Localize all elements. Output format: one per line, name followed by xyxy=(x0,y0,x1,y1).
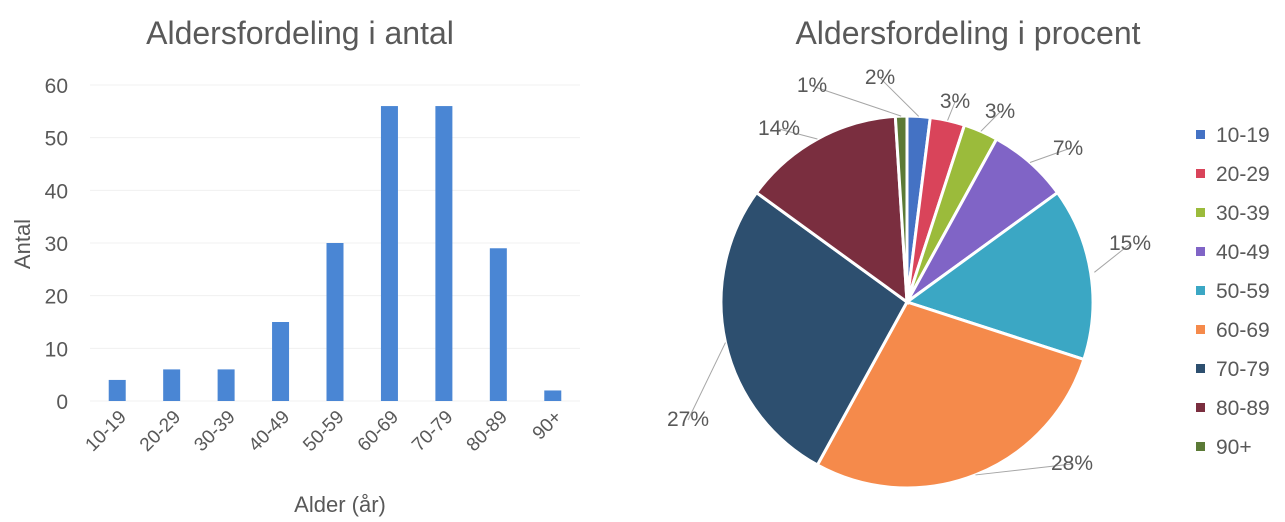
leader-line xyxy=(1094,243,1131,273)
bar xyxy=(326,243,344,401)
legend-label: 10-19 xyxy=(1216,124,1270,147)
leader-line xyxy=(1029,148,1069,163)
pie-data-label: 2% xyxy=(865,66,895,89)
legend-swatch xyxy=(1196,130,1205,139)
bar-chart: Aldersfordeling i antal Antal Alder (år)… xyxy=(10,15,580,517)
x-tick-label: 80-89 xyxy=(463,407,512,456)
legend-swatch xyxy=(1196,325,1205,334)
pie-slice xyxy=(754,114,909,306)
x-tick-label: 60-69 xyxy=(354,407,403,456)
x-tick-label: 20-29 xyxy=(136,407,185,456)
legend-label: 90+ xyxy=(1216,436,1252,459)
pie-chart-title: Aldersfordeling i procent xyxy=(795,15,1140,51)
y-tick-label: 50 xyxy=(45,128,68,151)
bar-chart-title: Aldersfordeling i antal xyxy=(146,15,454,51)
bar-series xyxy=(108,106,562,402)
y-tick-label: 30 xyxy=(45,233,68,256)
x-axis-ticks: 10-19 20-29 30-39 40-49 50-59 60-69 70-79 80-89… xyxy=(82,407,567,456)
leader-line xyxy=(687,342,726,421)
legend-swatch xyxy=(1196,247,1205,256)
bar xyxy=(272,322,290,401)
bar xyxy=(108,379,126,401)
legend-swatch xyxy=(1196,286,1205,295)
legend-label: 30-39 xyxy=(1216,202,1270,225)
x-tick-label: 70-79 xyxy=(408,407,457,456)
bar xyxy=(380,106,398,402)
legend-label: 20-29 xyxy=(1216,163,1270,186)
y-tick-label: 10 xyxy=(45,338,68,361)
pie-chart: Aldersfordeling i procent 2% 3% 3% 7% 15% 28%… xyxy=(667,15,1270,490)
legend-label: 50-59 xyxy=(1216,280,1270,303)
bar xyxy=(544,390,562,401)
pie-data-label: 1% xyxy=(797,74,827,97)
legend-swatch xyxy=(1196,364,1205,373)
y-tick-label: 0 xyxy=(56,391,68,414)
bar xyxy=(489,248,507,401)
leader-line xyxy=(811,85,902,117)
pie-slices xyxy=(719,114,1095,490)
pie-data-label: 3% xyxy=(985,100,1015,123)
leader-line xyxy=(778,128,818,140)
leader-line xyxy=(980,111,1001,132)
x-axis-label: Alder (år) xyxy=(294,492,386,517)
pie-slice xyxy=(815,300,1086,490)
bar xyxy=(435,106,453,402)
bar xyxy=(163,369,181,401)
leader-line xyxy=(879,77,920,117)
pie-data-label: 28% xyxy=(1051,452,1093,475)
pie-data-label: 14% xyxy=(758,117,800,140)
y-axis-ticks: 0 10 20 30 40 50 60 xyxy=(45,75,68,414)
x-tick-label: 10-19 xyxy=(82,407,131,456)
y-tick-label: 60 xyxy=(45,75,68,98)
y-tick-label: 20 xyxy=(45,286,68,309)
pie-data-label: 15% xyxy=(1109,232,1151,255)
pie-data-label: 7% xyxy=(1053,137,1083,160)
legend-label: 60-69 xyxy=(1216,319,1270,342)
bar xyxy=(217,369,235,401)
legend-label: 70-79 xyxy=(1216,358,1270,381)
x-tick-label: 90+ xyxy=(529,407,567,445)
pie-data-labels: 2% 3% 3% 7% 15% 28% 27% 14% 1% xyxy=(667,66,1151,475)
x-tick-label: 50-59 xyxy=(299,407,348,456)
legend-swatch xyxy=(1196,403,1205,412)
pie-slice xyxy=(719,190,909,468)
pie-data-label: 27% xyxy=(667,408,709,431)
x-tick-label: 40-49 xyxy=(245,407,294,456)
pie-legend: 10-19 20-29 30-39 40-49 50-59 60-69 70-79 80-89… xyxy=(1196,124,1270,459)
pie-leader-lines xyxy=(687,77,1131,476)
legend-swatch xyxy=(1196,442,1205,451)
leader-line xyxy=(947,101,956,121)
x-tick-label: 30-39 xyxy=(190,407,239,456)
pie-data-label: 3% xyxy=(940,90,970,113)
legend-label: 80-89 xyxy=(1216,397,1270,420)
legend-swatch xyxy=(1196,208,1205,217)
y-axis-label: Antal xyxy=(10,219,35,269)
legend-swatch xyxy=(1196,169,1205,178)
y-tick-label: 40 xyxy=(45,180,68,203)
legend-label: 40-49 xyxy=(1216,241,1270,264)
leader-line xyxy=(975,463,1073,476)
pie-slice xyxy=(903,190,1095,362)
